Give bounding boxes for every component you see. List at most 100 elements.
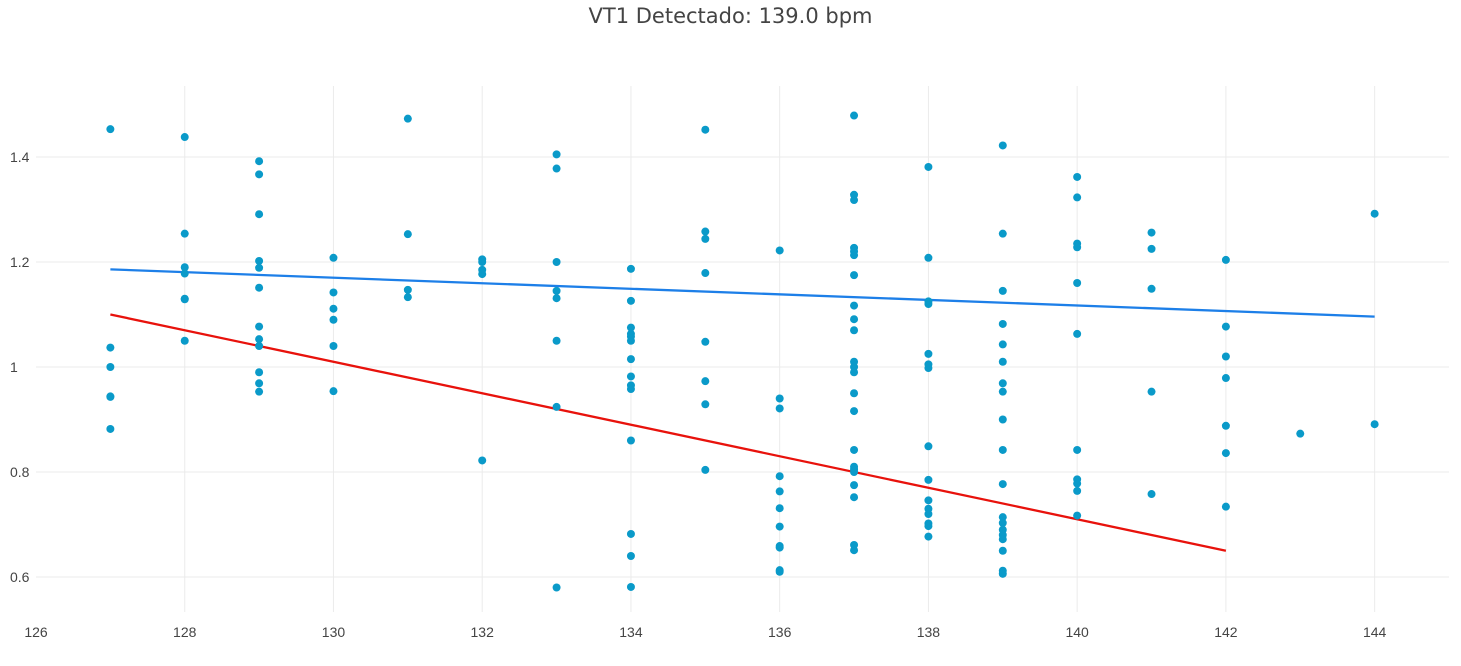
data-point: [998, 229, 1007, 238]
data-point: [775, 567, 784, 576]
data-point: [552, 258, 561, 266]
data-point: [850, 111, 859, 120]
data-point: [850, 481, 859, 490]
x-tick-label: 130: [322, 624, 346, 640]
data-point: [701, 227, 710, 236]
data-point: [850, 301, 859, 310]
data-point: [850, 315, 859, 324]
data-point: [552, 583, 561, 592]
x-tick-label: 142: [1214, 624, 1238, 640]
data-point: [998, 340, 1007, 349]
data-point: [998, 445, 1007, 454]
x-tick-label: 126: [24, 624, 48, 640]
data-point: [180, 133, 189, 142]
data-point: [626, 264, 635, 273]
data-point: [106, 125, 115, 134]
data-point: [1147, 284, 1156, 293]
data-point: [626, 336, 635, 345]
data-point: [998, 379, 1007, 388]
data-point: [850, 389, 859, 398]
data-point: [255, 170, 264, 179]
data-point: [552, 150, 561, 159]
data-point: [255, 283, 264, 292]
x-tick-label: 134: [619, 624, 643, 640]
data-point: [180, 269, 189, 278]
data-point: [626, 372, 635, 381]
data-point: [998, 518, 1007, 527]
y-tick-label: 0.8: [10, 464, 30, 480]
data-point: [924, 496, 933, 505]
data-point: [701, 234, 710, 243]
data-point: [850, 271, 859, 280]
data-point: [850, 251, 859, 260]
data-point: [1370, 209, 1379, 218]
data-point: [924, 522, 933, 531]
data-point: [850, 407, 859, 416]
data-point: [478, 258, 487, 266]
data-point: [850, 493, 859, 502]
data-point: [850, 546, 859, 555]
data-point: [998, 319, 1007, 328]
red-trend-line: [110, 313, 1227, 552]
data-point: [255, 263, 264, 272]
data-point: [106, 392, 115, 401]
data-point: [924, 349, 933, 358]
data-point: [329, 304, 338, 313]
data-point: [329, 342, 338, 350]
data-point: [1221, 374, 1230, 383]
data-point: [998, 546, 1007, 555]
data-point: [106, 363, 115, 371]
data-point: [1073, 172, 1082, 181]
data-point: [1221, 449, 1230, 458]
data-point: [626, 355, 635, 364]
data-point: [255, 368, 264, 377]
data-point: [552, 402, 561, 411]
data-point: [850, 468, 859, 476]
data-point: [329, 315, 338, 324]
data-point: [775, 522, 784, 531]
data-point: [998, 286, 1007, 295]
data-point: [255, 387, 264, 396]
data-point: [701, 377, 710, 386]
data-point: [626, 296, 635, 305]
data-point: [701, 465, 710, 474]
data-point: [998, 513, 1007, 522]
data-point: [1221, 255, 1230, 264]
data-point: [403, 114, 412, 123]
data-point: [701, 269, 710, 278]
data-point: [329, 387, 338, 396]
data-point: [552, 294, 561, 303]
data-point: [1073, 486, 1082, 495]
data-point: [1147, 490, 1156, 499]
data-point: [1221, 502, 1230, 511]
data-point: [180, 229, 189, 238]
data-point: [1370, 420, 1379, 429]
data-point: [1147, 387, 1156, 396]
data-point: [998, 415, 1007, 424]
data-point: [701, 125, 710, 134]
data-point: [329, 253, 338, 262]
data-point: [775, 394, 784, 403]
data-point: [626, 582, 635, 591]
data-point: [1147, 228, 1156, 237]
data-point: [850, 445, 859, 454]
data-point: [626, 323, 635, 332]
data-point: [1073, 511, 1082, 520]
data-point: [924, 162, 933, 171]
data-point: [775, 543, 784, 552]
data-point: [998, 480, 1007, 489]
data-point: [850, 368, 859, 377]
data-point: [1296, 429, 1305, 438]
data-point: [775, 472, 784, 481]
data-point: [924, 253, 933, 262]
data-point: [552, 164, 561, 173]
data-points-layer: [106, 111, 1379, 592]
x-tick-label: 128: [173, 624, 197, 640]
data-point: [329, 288, 338, 297]
data-point: [1073, 445, 1082, 454]
x-tick-label: 132: [471, 624, 495, 640]
data-point: [850, 196, 859, 205]
data-point: [1221, 421, 1230, 430]
tick-label-layer: 126 128 130 132 134 136 138 140 142 144 0.6 0.8 1 1.2…: [10, 149, 1387, 640]
